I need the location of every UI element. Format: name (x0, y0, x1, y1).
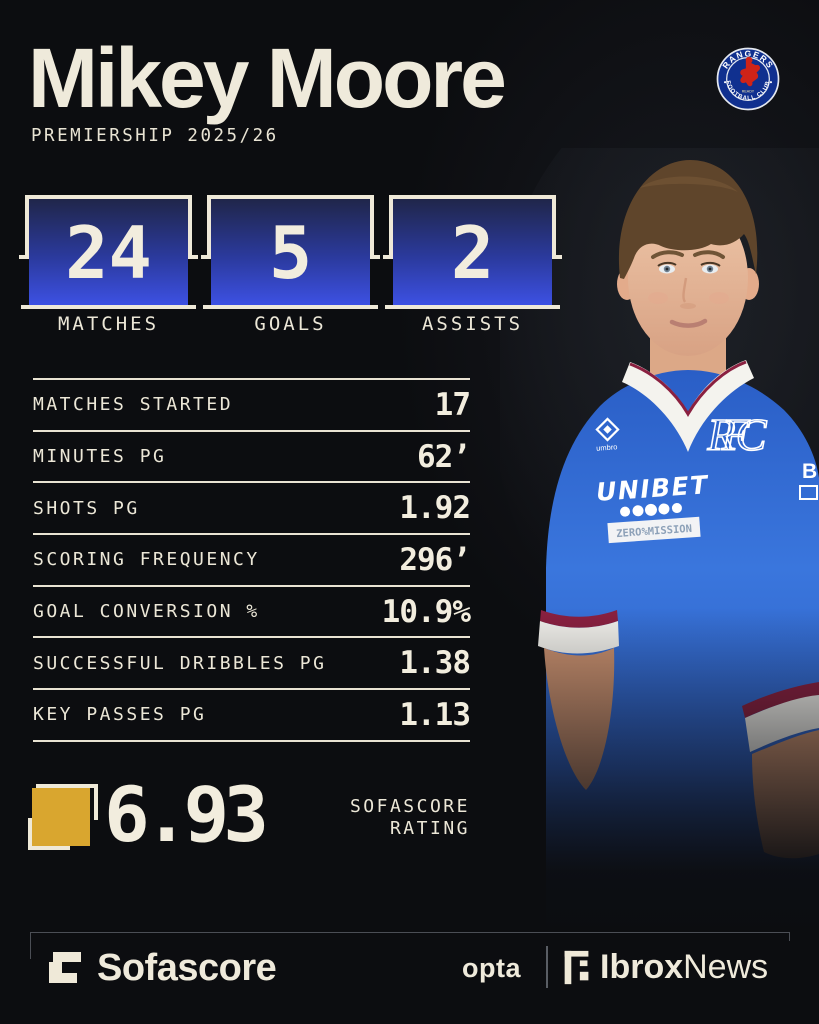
table-row: SCORING FREQUENCY 296’ (33, 533, 471, 585)
table-row: SUCCESSFUL DRIBBLES PG 1.38 (33, 636, 471, 688)
table-row: MATCHES STARTED 17 (33, 378, 471, 430)
table-row: KEY PASSES PG 1.13 (33, 688, 471, 740)
shirt-collar (622, 360, 754, 452)
shirt-banner: ZERO%MISSION (607, 516, 701, 544)
club-badge-icon: RANGERS FOOTBALL CLUB READY (716, 47, 780, 111)
sofascore-rating-label: SOFASCORE RATING (349, 796, 470, 839)
ibrox-news-icon (564, 950, 589, 985)
player-photo: umbro RFC UNIBET ZERO%MISSION B (500, 148, 819, 938)
stat-value: 10.9% (381, 593, 471, 630)
ibrox-news-wordmark: IbroxNews (600, 948, 769, 986)
page-title: Mikey Moore (28, 31, 507, 125)
stat-value: 296’ (399, 541, 471, 578)
stat-label: SHOTS PG (33, 497, 140, 519)
svg-text:umbro: umbro (596, 442, 618, 452)
badge-lion-icon (740, 56, 761, 87)
table-row: SHOTS PG 1.92 (33, 481, 471, 533)
table-row: GOAL CONVERSION % 10.9% (33, 584, 471, 637)
goals-value: 5 (268, 210, 313, 295)
opta-logo: opta (462, 953, 521, 983)
matches-value: 24 (65, 210, 152, 295)
assists-value: 2 (450, 210, 495, 295)
statbox-matches: 24 (19, 195, 198, 309)
sofascore-rating-value: 6.93 (104, 770, 269, 859)
sleeve-patch: B (799, 460, 818, 500)
sponsor-dots (620, 503, 682, 517)
stat-label: MINUTES PG (33, 446, 167, 468)
stat-label: SCORING FREQUENCY (33, 549, 260, 571)
brand-logo: umbro (595, 417, 620, 453)
stat-value: 62’ (417, 438, 471, 475)
collar-trim (629, 360, 747, 417)
sofascore-logo-icon (49, 952, 81, 983)
stat-value: 1.92 (399, 490, 471, 527)
stat-value: 17 (434, 386, 471, 423)
footer-logo-divider (546, 946, 548, 988)
stat-label: MATCHES STARTED (33, 394, 234, 416)
photo-fade (500, 608, 819, 938)
stat-label: GOAL CONVERSION % (33, 601, 260, 623)
table-row: MINUTES PG 62’ (33, 429, 471, 482)
stat-label: SUCCESSFUL DRIBBLES PG (33, 652, 327, 674)
statbox-goals: 5 (201, 195, 380, 309)
svg-text:ZERO%MISSION: ZERO%MISSION (616, 523, 693, 540)
player-hair (618, 160, 758, 279)
assists-label: ASSISTS (421, 313, 524, 335)
matches-label: MATCHES (57, 313, 160, 335)
footer-divider-line (30, 932, 790, 933)
sofascore-wordmark: Sofascore (97, 947, 277, 989)
stat-value: 1.38 (399, 645, 471, 682)
rating-frame (36, 784, 98, 788)
stat-value: 1.13 (399, 696, 471, 733)
badge-motto: READY (742, 89, 755, 93)
rating-color-swatch (32, 788, 90, 846)
svg-text:B: B (802, 460, 817, 483)
statbox-assists: 2 (383, 195, 562, 309)
stat-label: KEY PASSES PG (33, 704, 207, 726)
competition-subtitle: PREMIERSHIP 2025/26 (31, 126, 279, 146)
detail-stats-table: MATCHES STARTED 17 MINUTES PG 62’ SHOTS … (33, 378, 471, 742)
goals-label: GOALS (254, 313, 327, 335)
